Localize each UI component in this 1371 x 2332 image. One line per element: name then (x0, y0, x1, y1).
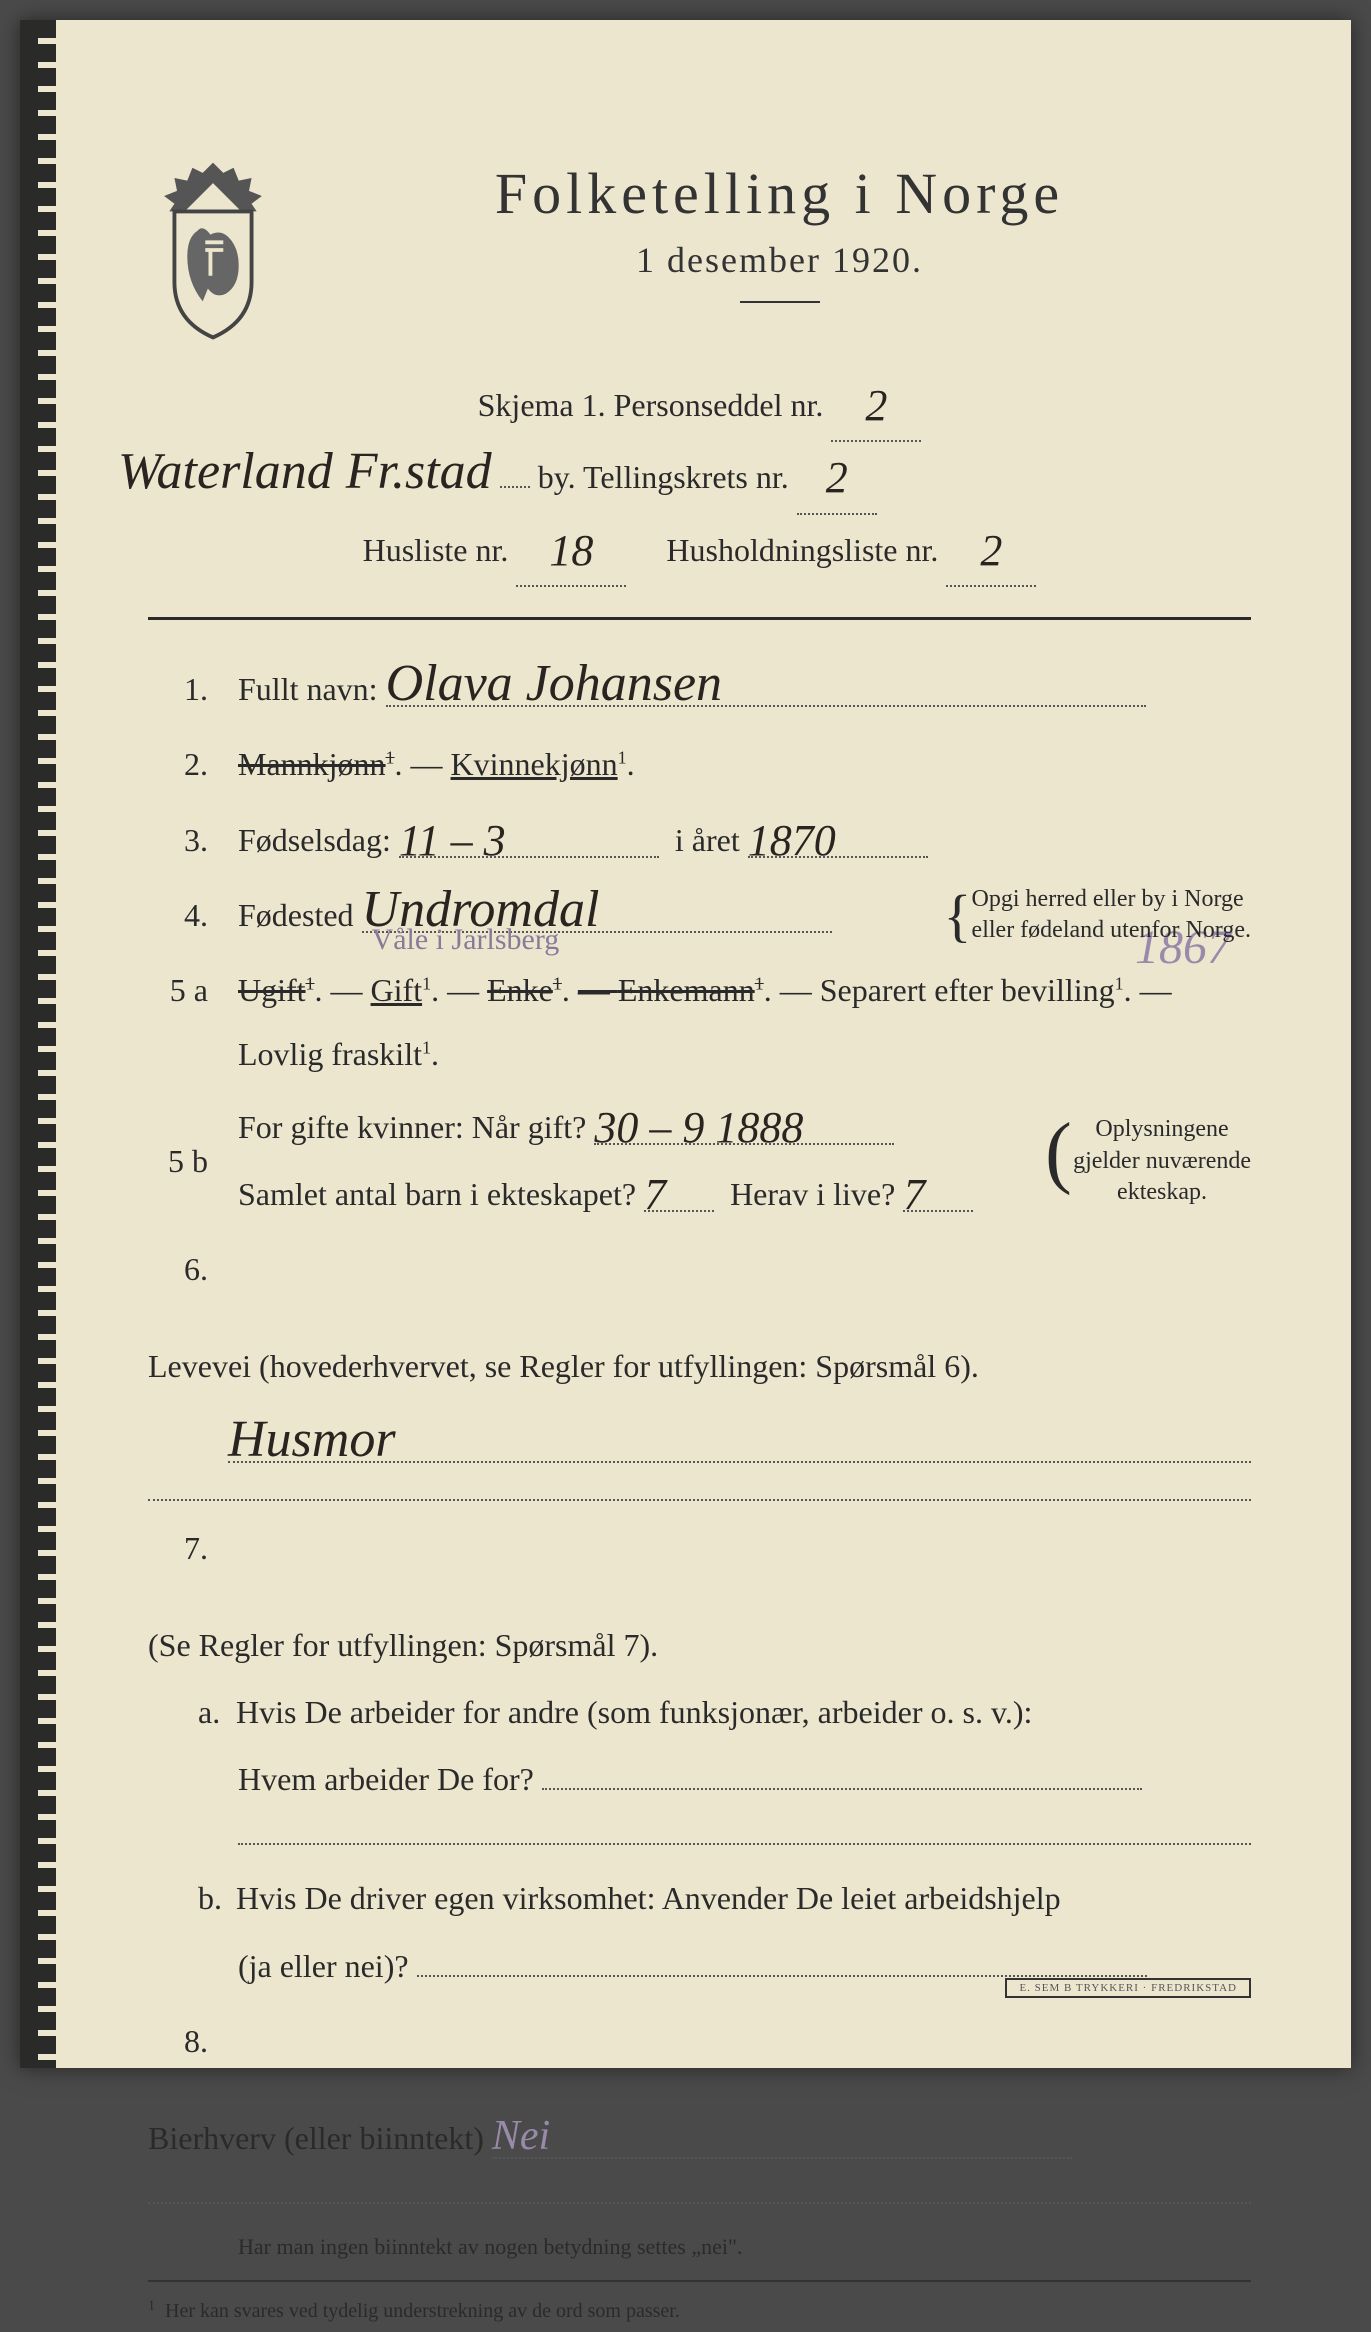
q7b-num: b. (198, 1865, 228, 1932)
q2-kvinne: Kvinnekjønn (451, 746, 618, 782)
q7a-l2: Hvem arbeider De for? (238, 1761, 534, 1797)
q6-label: Levevei (hovederhvervet, se Regler for u… (148, 1348, 979, 1384)
q5b-label3: Herav i live? (730, 1176, 895, 1212)
q5a-gift: Gift (371, 972, 423, 1008)
q3-label: Fødselsdag: (238, 822, 391, 858)
q6-num: 6. (148, 1236, 208, 1303)
q8-row: 8. Bierhverv (eller biinntekt) Nei (148, 2008, 1251, 2204)
husholdningsliste-nr: 2 (980, 526, 1002, 575)
q4-num: 4. (148, 882, 208, 949)
q1-value: Olava Johansen (386, 655, 722, 712)
q5b-val2: 7 (644, 1170, 666, 1219)
perforated-edge (38, 20, 56, 2068)
q5a-enkemann: Enkemann (618, 972, 755, 1008)
personseddel-nr: 2 (865, 381, 887, 430)
title-block: Folketelling i Norge 1 desember 1920. (308, 150, 1251, 303)
q5b-num: 5 b (148, 1128, 208, 1195)
q2-row: 2. Mannkjønn1. — Kvinnekjønn1. (148, 731, 1251, 798)
by-value: Waterland Fr.stad (118, 443, 492, 500)
q5b-val1: 30 – 9 1888 (594, 1103, 803, 1152)
q5b-note: Oplysningene gjelder nuværende ekteskap. (1045, 1114, 1251, 1208)
q7a-l1: Hvis De arbeider for andre (som funksjon… (236, 1694, 1032, 1730)
q5a-row: 5 a Ugift1. — Gift1. — Enke1. — Enkemann… (148, 957, 1251, 1086)
census-form-page: Folketelling i Norge 1 desember 1920. Sk… (20, 20, 1351, 2068)
questions: 1. Fullt navn: Olava Johansen 2. Mannkjø… (148, 656, 1251, 2332)
q4-label: Fødested (238, 897, 354, 933)
husliste-label: Husliste nr. (363, 532, 509, 568)
q3-year: 1870 (748, 816, 836, 865)
skjema-label: Skjema 1. Personseddel nr. (478, 387, 824, 423)
q2-num: 2. (148, 731, 208, 798)
q5b-label1: For gifte kvinner: Når gift? (238, 1109, 586, 1145)
q7b-l2: (ja eller nei)? (238, 1948, 409, 1984)
q5b-label2: Samlet antal barn i ekteskapet? (238, 1176, 636, 1212)
q7-row: 7. (Se Regler for utfyllingen: Spørsmål … (148, 1515, 1251, 2000)
q4-row: 4. Fødested Undromdal Våle i Jarlsberg O… (148, 882, 1251, 949)
husholdningsliste-label: Husholdningsliste nr. (666, 532, 938, 568)
section-divider (148, 617, 1251, 620)
sub-title: 1 desember 1920. (308, 239, 1251, 281)
q6-row: 6. Levevei (hovederhvervet, se Regler fo… (148, 1236, 1251, 1500)
q3-day: 11 – 3 (399, 816, 506, 865)
q8-value: Nei (492, 2113, 550, 2159)
q2-mann: Mannkjønn (238, 746, 386, 782)
q1-num: 1. (148, 656, 208, 723)
q6-value: Husmor (228, 1411, 396, 1468)
q7b-l1: Hvis De driver egen virksomhet: Anvender… (236, 1880, 1061, 1916)
husliste-nr: 18 (549, 526, 593, 575)
q5b-val3: 7 (903, 1170, 925, 1219)
q7a-num: a. (198, 1679, 228, 1746)
q1-label: Fullt navn: (238, 671, 378, 707)
q4-pencil-note: Våle i Jarlsberg (372, 925, 560, 955)
q1-row: 1. Fullt navn: Olava Johansen (148, 656, 1251, 723)
q4-note: Opgi herred eller by i Norge eller fødel… (944, 884, 1251, 946)
tellingskrets-nr: 2 (826, 453, 848, 502)
q5b-row: 5 b For gifte kvinner: Når gift? 30 – 9 … (148, 1094, 1251, 1228)
q8-num: 8. (148, 2008, 208, 2075)
q5a-enke: Enke (487, 972, 553, 1008)
printer-stamp: E. SEM B TRYKKERI · FREDRIKSTAD (1005, 1978, 1251, 1998)
by-label: by. Tellingskrets nr. (538, 459, 789, 495)
q5a-separert: Separert efter bevilling (820, 972, 1115, 1008)
q3-row: 3. Fødselsdag: 11 – 3 i året 1870 (148, 807, 1251, 874)
q7-num: 7. (148, 1515, 208, 1582)
q5a-ugift: Ugift (238, 972, 306, 1008)
header: Folketelling i Norge 1 desember 1920. (148, 150, 1251, 340)
footnote: 1 Her kan svares ved tydelig understrekn… (148, 2280, 1251, 2332)
form-meta: Skjema 1. Personseddel nr. 2 Waterland F… (148, 370, 1251, 587)
q5a-num: 5 a (148, 957, 208, 1024)
q7-label: (Se Regler for utfyllingen: Spørsmål 7). (148, 1627, 658, 1663)
coat-of-arms-icon (148, 160, 278, 340)
main-title: Folketelling i Norge (308, 160, 1251, 227)
q8-label: Bierhverv (eller biinntekt) (148, 2120, 484, 2156)
title-rule (740, 301, 820, 303)
q3-num: 3. (148, 807, 208, 874)
bottom-note: Har man ingen biinntekt av nogen betydni… (238, 2224, 1251, 2270)
q3-year-label: i året (675, 822, 740, 858)
q5a-fraskilt: Lovlig fraskilt (238, 1036, 422, 1072)
